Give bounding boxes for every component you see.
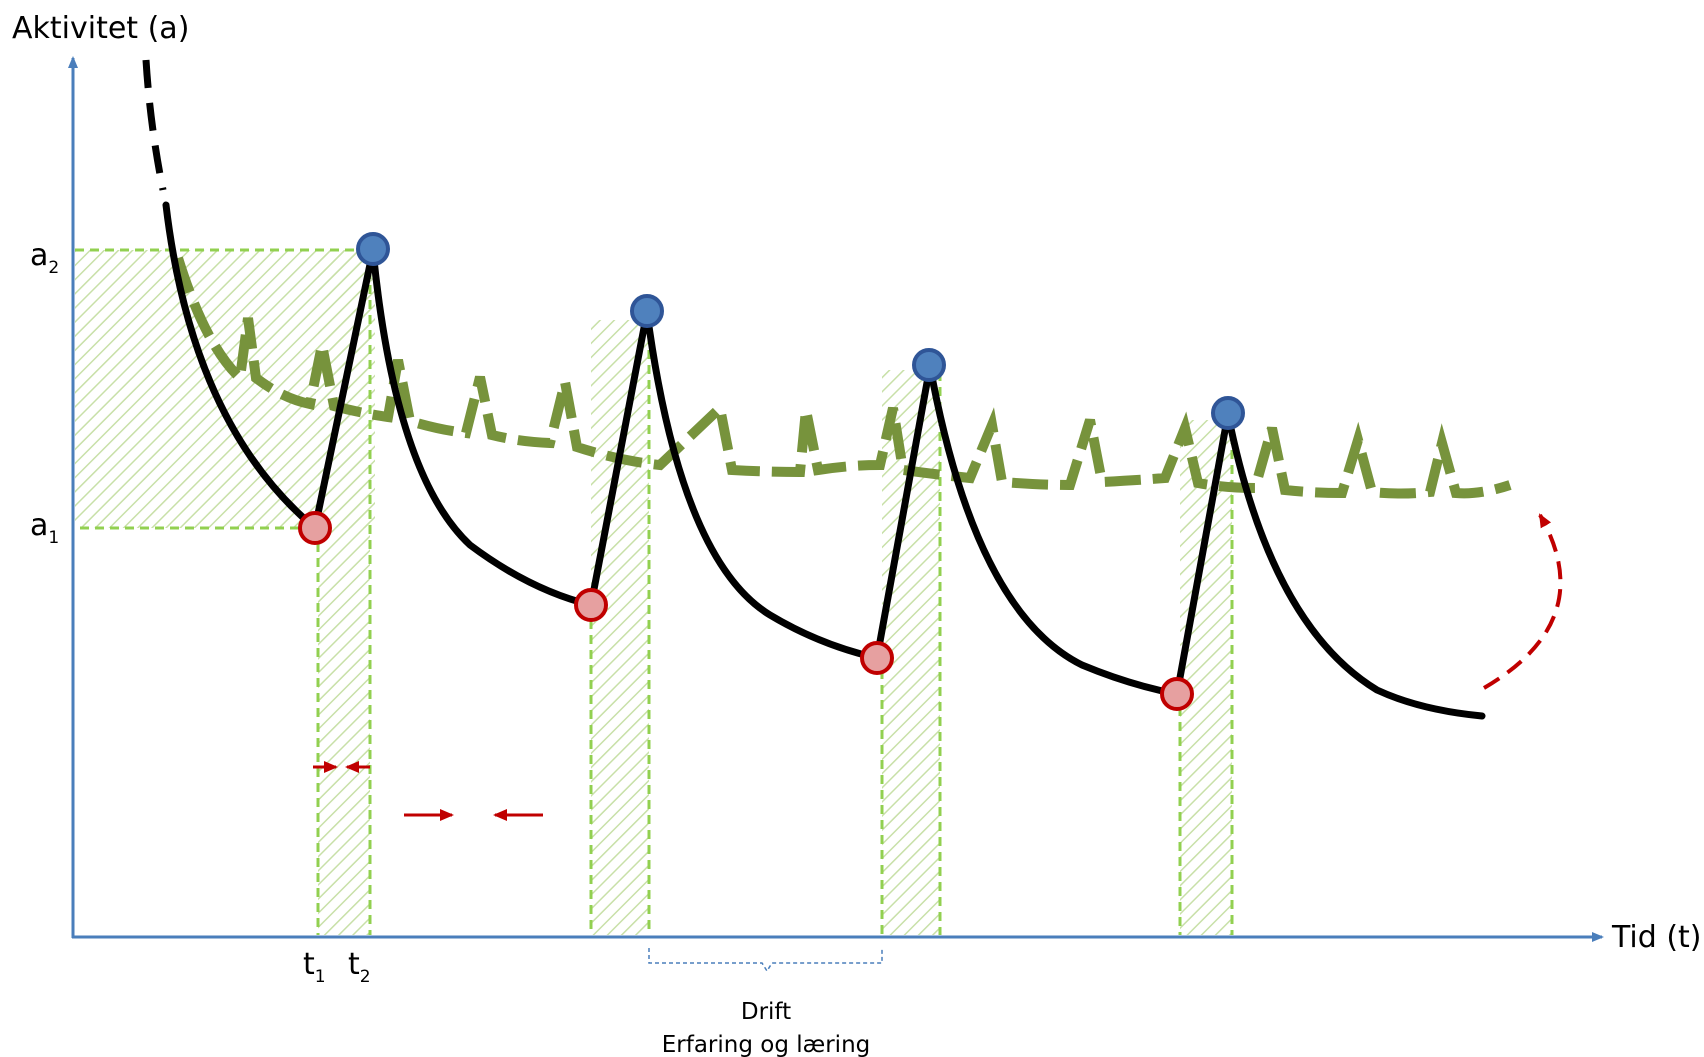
t1-base: t [303, 947, 315, 982]
a1-base: a [30, 508, 48, 543]
a1-subscript: 1 [48, 528, 59, 548]
peak-marker [356, 232, 390, 266]
experience-learning-label: Erfaring og læring [662, 1032, 871, 1057]
trend-curve [173, 256, 1512, 499]
dashed-curved-arrow-icon [1482, 513, 1563, 690]
t2-base: t [348, 947, 360, 982]
t2-label: t2 [348, 947, 371, 987]
drift-brace [648, 948, 883, 973]
peak-marker [912, 348, 946, 382]
a1-label: a1 [30, 508, 59, 548]
low-point-marker [298, 511, 332, 545]
activity-curve-top-dashed [142, 59, 167, 191]
low-point-marker [1160, 677, 1194, 711]
y-axis-label: Aktivitet (a) [12, 11, 189, 46]
a2-base: a [30, 238, 48, 273]
hatch-region-4 [1180, 420, 1232, 935]
a2-subscript: 2 [48, 258, 59, 278]
drift-label: Drift [741, 999, 791, 1025]
activity-curve [162, 201, 1486, 720]
low-points [298, 511, 1194, 711]
t2-subscript: 2 [360, 967, 371, 987]
hatch-region-2 [591, 320, 649, 935]
peaks [356, 232, 1245, 430]
a2-label: a2 [30, 238, 59, 278]
guide-lines [75, 248, 1234, 935]
peak-marker [1211, 396, 1245, 430]
low-point-marker [860, 641, 894, 675]
t1-subscript: 1 [315, 967, 326, 987]
convergence-arrows [313, 761, 543, 821]
x-axis-label: Tid (t) [1611, 920, 1702, 955]
peak-marker [630, 294, 664, 328]
low-point-marker [574, 588, 608, 622]
t1-label: t1 [303, 947, 326, 987]
